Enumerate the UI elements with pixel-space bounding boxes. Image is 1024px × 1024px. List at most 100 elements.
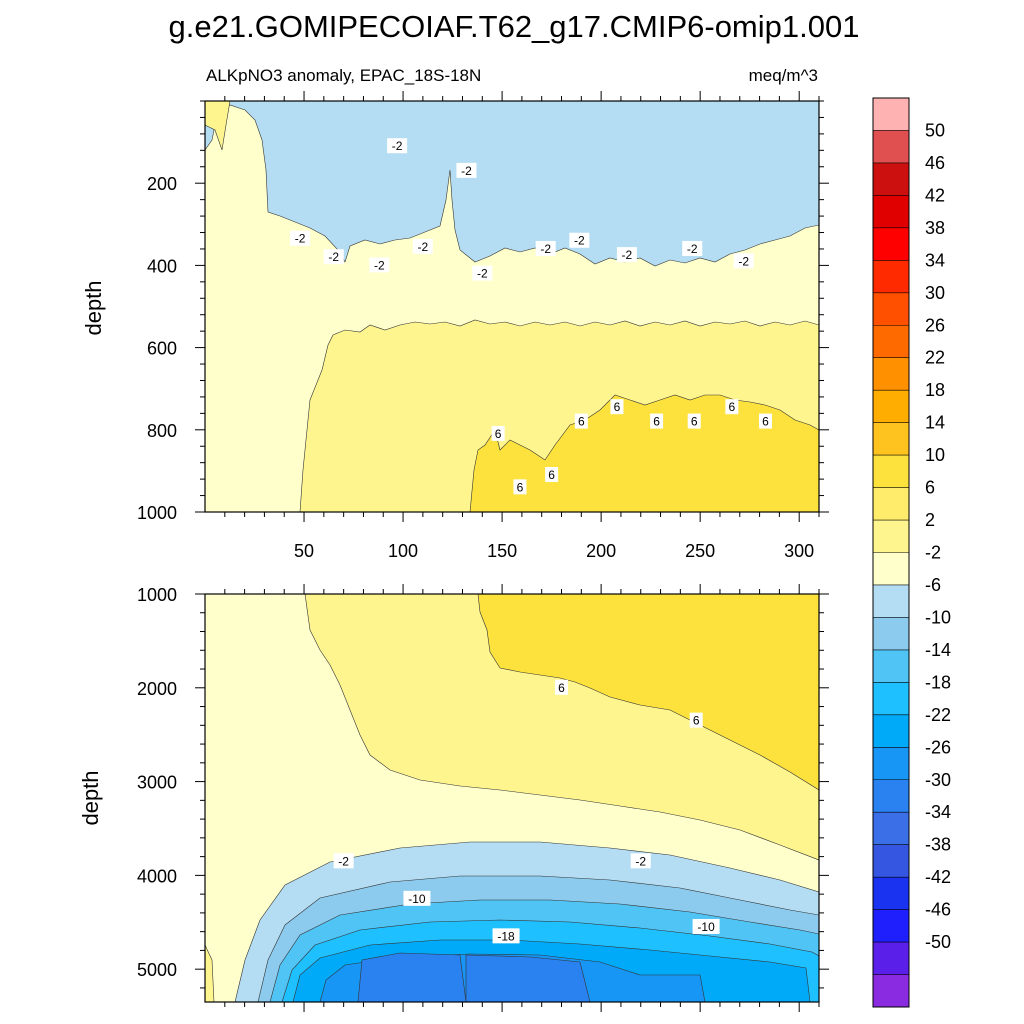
- colorbar-label: -30: [925, 770, 951, 790]
- contour-label: -2: [328, 250, 339, 264]
- colorbar-label: 6: [925, 478, 935, 498]
- contour-label-bg: [555, 679, 569, 695]
- contour-label-bg: [759, 413, 773, 429]
- figure-title: g.e21.GOMIPECOIAF.T62_g17.CMIP6-omip1.00…: [169, 9, 860, 44]
- contour-label: 6: [653, 415, 660, 429]
- y-tick-label: 600: [147, 339, 177, 359]
- colorbar-label: 30: [925, 283, 945, 303]
- upper-band-m6-m2: [205, 101, 819, 267]
- contour-label-bg: [403, 890, 431, 906]
- contour-label-bg: [610, 399, 624, 415]
- contour-label-bg: [412, 238, 433, 254]
- upper-frame: [204, 100, 820, 513]
- contour-label-bg: [290, 230, 311, 246]
- contour-label-bg: [323, 249, 344, 265]
- contour-label: 6: [729, 400, 736, 414]
- y-tick-label: 4000: [137, 866, 177, 886]
- colorbar-cell: [873, 682, 909, 716]
- colorbar-label: 50: [925, 120, 945, 140]
- contour-label-bg: [630, 853, 651, 869]
- contour-label: -2: [738, 254, 749, 268]
- colorbar-label: 2: [925, 510, 935, 530]
- colorbar-cell: [873, 487, 909, 521]
- colorbar-cell: [873, 974, 909, 1008]
- contour-label: -10: [408, 892, 426, 906]
- contour-label: -2: [574, 234, 585, 248]
- colorbar-cell: [873, 195, 909, 229]
- contour-label: 6: [495, 427, 502, 441]
- upper-contour-labels: -2 -2 -2 -2 -2 -2 -2 -2 -2 -2 -2 -2 6 6 6 6 6 6 6 6 6: [290, 138, 773, 495]
- contour-label-bg: [456, 162, 477, 178]
- colorbar-cell: [873, 649, 909, 683]
- x-tick-label: 50: [294, 541, 314, 561]
- contour-label: 6: [558, 681, 565, 695]
- colorbar-cell: [873, 260, 909, 294]
- colorbar-cell: [873, 455, 909, 489]
- colorbar-label: -42: [925, 867, 951, 887]
- subtitle-left: ALKpNO3 anomaly, EPAC_18S-18N: [206, 66, 481, 85]
- colorbar-cell: [873, 714, 909, 748]
- contour-label: -2: [392, 139, 403, 153]
- x-tick-label: 300: [784, 541, 814, 561]
- contour-label: 6: [693, 714, 700, 728]
- colorbar-frame: [872, 97, 910, 1008]
- contour-label-bg: [545, 467, 559, 483]
- colorbar-label: -6: [925, 575, 941, 595]
- colorbar-cell: [873, 779, 909, 813]
- contour-label-bg: [574, 413, 588, 429]
- contour-label-bg: [491, 425, 505, 441]
- upper-ticks: 50 100 150 200 250 300 200 400 600 800 1000: [137, 91, 829, 561]
- contour-label: -2: [477, 267, 488, 281]
- colorbar-cell: [873, 357, 909, 391]
- colorbar: 50 46 42 38 34 30 26 22 18 14 10 6 2 -2 -6 -10 -14 -18 -22…: [872, 97, 951, 1008]
- contour-label: 6: [762, 415, 769, 429]
- colorbar-label: 46: [925, 153, 945, 173]
- colorbar-cell: [873, 422, 909, 456]
- x-tick-label: 150: [487, 541, 517, 561]
- lower-contour-labels: 6 6 -2 -2 -10 -10 -18: [333, 679, 720, 944]
- colorbar-label: -2: [925, 543, 941, 563]
- colorbar-cell: [873, 844, 909, 878]
- contour-label: -10: [697, 920, 715, 934]
- y-tick-label: 200: [147, 174, 177, 194]
- contour-label: -18: [497, 929, 515, 943]
- contour-label: -2: [295, 232, 306, 246]
- contour-label-bg: [472, 265, 493, 281]
- colorbar-label: 26: [925, 315, 945, 335]
- colorbar-cell: [873, 292, 909, 326]
- contour-label-bg: [369, 257, 390, 273]
- y-tick-label: 1000: [137, 585, 177, 605]
- colorbar-cell: [873, 98, 909, 131]
- contour-label-bg: [333, 853, 354, 869]
- y-tick-label: 800: [147, 421, 177, 441]
- colorbar-cell: [873, 520, 909, 553]
- contour-label: -2: [622, 248, 633, 262]
- lower-band-left-edge: [205, 944, 215, 1002]
- contour-label-bg: [569, 232, 590, 248]
- colorbar-cell: [873, 942, 909, 976]
- colorbar-cell: [873, 162, 909, 196]
- colorbar-label: -18: [925, 672, 951, 692]
- contour-label: -2: [461, 164, 472, 178]
- lower-ticks: 1000 2000 3000 4000 5000: [137, 584, 829, 1012]
- colorbar-label: 38: [925, 218, 945, 238]
- x-tick-label: 100: [388, 541, 418, 561]
- upper-contour-fill: [205, 101, 819, 512]
- x-tick-label: 200: [586, 541, 616, 561]
- colorbar-label: 10: [925, 445, 945, 465]
- colorbar-label: 18: [925, 380, 945, 400]
- x-tick-label: 250: [685, 541, 715, 561]
- colorbar-label: -10: [925, 607, 951, 627]
- contour-label-bg: [682, 240, 703, 256]
- contour-label: 6: [691, 415, 698, 429]
- colorbar-label: -34: [925, 802, 951, 822]
- y-tick-label: 2000: [137, 679, 177, 699]
- contour-label-bg: [733, 253, 754, 269]
- contour-label: -2: [635, 854, 646, 868]
- contour-label: 6: [517, 480, 524, 494]
- contour-label: 6: [614, 400, 621, 414]
- contour-label-bg: [387, 138, 408, 154]
- upper-y-axis-label: depth: [81, 280, 106, 335]
- contour-label: -2: [418, 240, 429, 254]
